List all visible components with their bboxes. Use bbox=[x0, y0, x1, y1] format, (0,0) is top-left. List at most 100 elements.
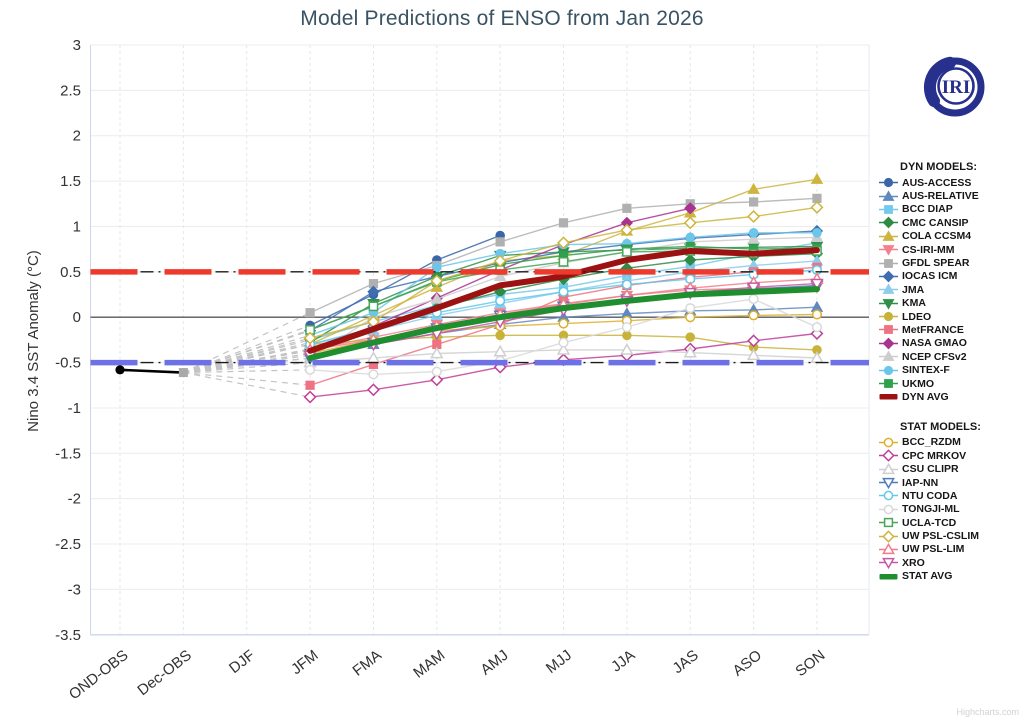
legend-item-csu-clipr[interactable]: CSU CLIPR bbox=[879, 462, 1024, 475]
legend-item-ukmo[interactable]: UKMO bbox=[879, 377, 1024, 390]
legend-marker-ucla-tcd bbox=[879, 518, 898, 528]
legend-label: DYN AVG bbox=[902, 390, 949, 403]
legend-marker-gfdl-spear bbox=[879, 258, 898, 268]
legend-item-gfdl-spear[interactable]: GFDL SPEAR bbox=[879, 256, 1024, 269]
legend-marker-iap-nn bbox=[879, 477, 898, 489]
series-uw-psl-cslim[interactable] bbox=[303, 200, 824, 345]
svg-text:1.5: 1.5 bbox=[60, 173, 81, 190]
svg-text:0: 0 bbox=[73, 309, 81, 326]
legend-marker-uw-psl-cslim bbox=[879, 529, 898, 543]
legend-item-stat-avg[interactable]: STAT AVG bbox=[879, 570, 1024, 583]
legend-label: CSU CLIPR bbox=[902, 463, 959, 476]
reference-lines bbox=[90, 269, 869, 366]
legend-item-dyn-avg[interactable]: DYN AVG bbox=[879, 390, 1024, 403]
legend-label: MetFRANCE bbox=[902, 323, 964, 336]
legend-item-ntu-coda[interactable]: NTU CODA bbox=[879, 489, 1024, 502]
legend-marker-csu-clipr bbox=[879, 462, 898, 474]
svg-text:SON: SON bbox=[792, 647, 828, 680]
legend-label: UCLA-TCD bbox=[902, 516, 957, 529]
svg-text:ASO: ASO bbox=[730, 647, 765, 680]
legend-dyn-items: AUS-ACCESS AUS-RELATIVE BCC DIAP CMC CANSIP… bbox=[879, 176, 1024, 404]
legend-marker-cpc-mrkov bbox=[879, 449, 898, 462]
legend-label: IOCAS ICM bbox=[902, 270, 958, 283]
svg-text:-2: -2 bbox=[68, 491, 81, 508]
legend-item-cs-iri-mm[interactable]: CS-IRI-MM bbox=[879, 243, 1024, 256]
legend-dyn-header: DYN MODELS: bbox=[900, 161, 977, 173]
iri-logo: IRI bbox=[920, 54, 990, 124]
legend-label: STAT AVG bbox=[902, 570, 953, 583]
legend-item-sintex-f[interactable]: SINTEX-F bbox=[879, 363, 1024, 376]
legend-item-metfrance[interactable]: MetFRANCE bbox=[879, 323, 1024, 336]
legend-item-cpc-mrkov[interactable]: CPC MRKOV bbox=[879, 449, 1024, 462]
legend-item-aus-relative[interactable]: AUS-RELATIVE bbox=[879, 189, 1024, 202]
svg-text:FMA: FMA bbox=[349, 647, 384, 680]
series-dyn-avg[interactable] bbox=[307, 247, 820, 354]
legend-item-cmc-cansip[interactable]: CMC CANSIP bbox=[879, 216, 1024, 229]
legend-marker-nasa-gmao bbox=[879, 337, 898, 350]
legend-item-iocas-icm[interactable]: IOCAS ICM bbox=[879, 270, 1024, 283]
svg-text:-0.5: -0.5 bbox=[55, 355, 81, 372]
legend-item-bcc-rzdm[interactable]: BCC_RZDM bbox=[879, 436, 1024, 449]
legend-item-iap-nn[interactable]: IAP-NN bbox=[879, 476, 1024, 489]
svg-text:MJJ: MJJ bbox=[543, 647, 575, 677]
legend-label: AUS-ACCESS bbox=[902, 176, 972, 189]
legend-marker-aus-access bbox=[879, 178, 898, 188]
legend-item-tongji-ml[interactable]: TONGJI-ML bbox=[879, 503, 1024, 516]
series-csu-clipr[interactable] bbox=[303, 342, 824, 368]
credits-link[interactable]: Highcharts.com bbox=[956, 707, 1019, 717]
fan-connector-lines bbox=[183, 312, 311, 398]
legend-marker-ncep-cfsv2 bbox=[879, 350, 898, 362]
legend-label: UKMO bbox=[902, 377, 935, 390]
legend-label: KMA bbox=[902, 297, 926, 310]
svg-text:2.5: 2.5 bbox=[60, 82, 81, 99]
svg-text:OND-OBS: OND-OBS bbox=[66, 647, 132, 704]
legend-label: IAP-NN bbox=[902, 476, 939, 489]
legend-item-xro[interactable]: XRO bbox=[879, 556, 1024, 570]
legend-item-uw-psl-cslim[interactable]: UW PSL-CSLIM bbox=[879, 529, 1024, 543]
legend-label: BCC DIAP bbox=[902, 203, 953, 216]
legend-item-aus-access[interactable]: AUS-ACCESS bbox=[879, 176, 1024, 189]
legend-item-ncep-cfsv2[interactable]: NCEP CFSv2 bbox=[879, 350, 1024, 363]
legend-marker-xro bbox=[879, 558, 898, 570]
iri-logo-swirl bbox=[923, 56, 956, 107]
legend-label: UW PSL-CSLIM bbox=[902, 530, 979, 543]
legend-label: CMC CANSIP bbox=[902, 216, 969, 229]
svg-text:0.5: 0.5 bbox=[60, 264, 81, 281]
svg-text:MAM: MAM bbox=[410, 647, 448, 682]
legend-label: BCC_RZDM bbox=[902, 436, 961, 449]
legend-marker-sintex-f bbox=[879, 365, 898, 375]
legend-item-ldeo[interactable]: LDEO bbox=[879, 310, 1024, 323]
legend-item-uw-psl-lim[interactable]: UW PSL-LIM bbox=[879, 542, 1024, 556]
series-tongji-ml[interactable] bbox=[305, 294, 823, 380]
legend-label: JMA bbox=[902, 283, 925, 296]
legend-marker-uw-psl-lim bbox=[879, 542, 898, 555]
legend-marker-kma bbox=[879, 298, 898, 310]
series-stat-avg[interactable] bbox=[307, 286, 820, 361]
legend-label: CPC MRKOV bbox=[902, 449, 967, 462]
legend-item-nasa-gmao[interactable]: NASA GMAO bbox=[879, 337, 1024, 350]
legend-marker-ntu-coda bbox=[879, 491, 898, 501]
legend-label: TONGJI-ML bbox=[902, 503, 960, 516]
legend-label: CS-IRI-MM bbox=[902, 243, 955, 256]
legend-item-kma[interactable]: KMA bbox=[879, 297, 1024, 310]
legend-item-jma[interactable]: JMA bbox=[879, 283, 1024, 296]
legend-marker-dyn-avg bbox=[879, 394, 898, 400]
legend-item-cola-ccsm4[interactable]: COLA CCSM4 bbox=[879, 230, 1024, 243]
chart-title: Model Predictions of ENSO from Jan 2026 bbox=[300, 7, 704, 30]
svg-text:AMJ: AMJ bbox=[478, 647, 512, 679]
legend-marker-cs-iri-mm bbox=[879, 245, 898, 256]
svg-text:3: 3 bbox=[73, 37, 81, 54]
legend-item-bcc-diap[interactable]: BCC DIAP bbox=[879, 203, 1024, 216]
svg-text:-3.5: -3.5 bbox=[55, 627, 81, 644]
legend-label: UW PSL-LIM bbox=[902, 543, 965, 556]
legend-label: NCEP CFSv2 bbox=[902, 350, 967, 363]
legend-label: COLA CCSM4 bbox=[902, 230, 972, 243]
iri-logo-text: IRI bbox=[942, 77, 971, 98]
legend-item-ucla-tcd[interactable]: UCLA-TCD bbox=[879, 516, 1024, 529]
legend-marker-bcc-diap bbox=[879, 205, 898, 214]
svg-text:-1.5: -1.5 bbox=[55, 445, 81, 462]
legend-label: LDEO bbox=[902, 310, 932, 323]
legend-marker-aus-relative bbox=[879, 189, 898, 201]
legend-label: XRO bbox=[902, 556, 925, 569]
